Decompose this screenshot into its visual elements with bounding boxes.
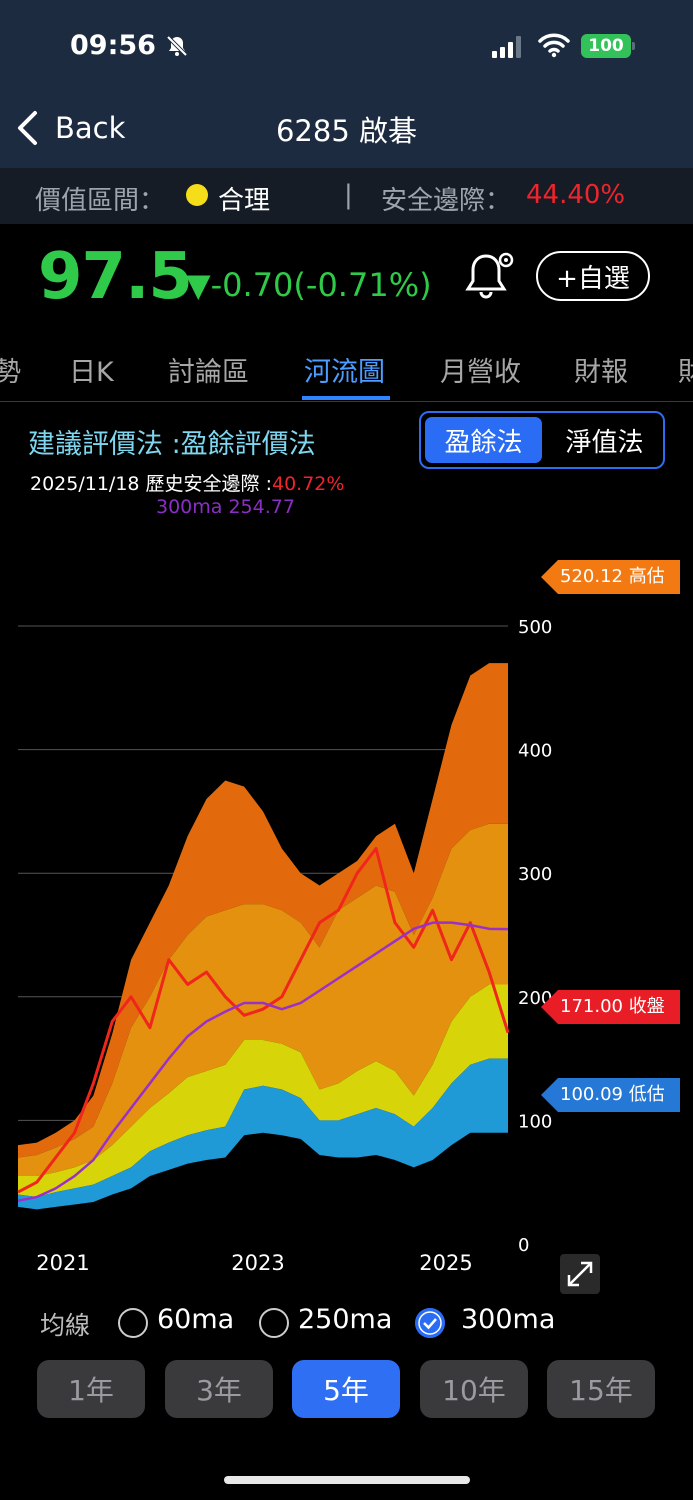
separator: | [344,180,353,210]
battery-nub [632,42,635,50]
high-estimate-tag: 520.12 高估 [541,560,680,594]
method-title: 建議評價法 :盈餘評價法 [28,429,316,460]
add-watchlist-button[interactable]: +自選 [536,251,650,301]
zone-value: 合理 [218,186,271,216]
tab-more[interactable]: 財 [678,350,693,389]
y-tick-500: 500 [518,617,552,638]
wifi-icon [538,33,570,58]
earnings-method-button[interactable]: 盈餘法 [425,417,542,463]
book-value-method-button[interactable]: 淨值法 [565,427,644,458]
history-margin-line: 2025/11/18 歷史安全邊際 :40.72% [30,469,344,496]
range-5y-button[interactable]: 5年 [292,1360,400,1418]
cell-signal-icon [492,36,521,58]
method-toggle: 盈餘法 淨值法 [419,411,665,469]
radio-60ma[interactable] [118,1308,148,1338]
bell-off-icon [166,35,188,57]
margin-value: 44.40% [526,180,626,210]
price-line [17,846,510,1194]
active-tab-indicator [302,396,390,400]
margin-label: 安全邊際： [381,186,512,216]
range-3y-button[interactable]: 3年 [165,1360,273,1418]
y-tick-0: 0 [518,1235,529,1256]
page-title: 6285 啟碁 [275,114,418,148]
y-tick-300: 300 [518,864,552,885]
price-alert-icon[interactable] [462,248,520,306]
tab-river-chart[interactable]: 河流圖 [304,357,385,388]
home-indicator [224,1476,470,1484]
expand-icon[interactable] [560,1254,600,1294]
price-change: ▼-0.70(-0.71%) [186,266,432,304]
ma-line-300 [17,921,509,1202]
history-margin-value: 40.72% [272,473,345,495]
ma-options-label: 均線 [40,1311,91,1340]
radio-60ma-label[interactable]: 60ma [157,1304,235,1335]
radio-300ma-label[interactable]: 300ma [461,1304,556,1335]
y-tick-100: 100 [518,1111,552,1132]
current-price: 97.5 [38,240,193,314]
zone-indicator-dot [186,184,208,206]
close-price-tag: 171.00 收盤 [541,990,680,1024]
x-tick-2023: 2023 [231,1251,284,1275]
tab-discussion[interactable]: 討論區 [168,357,249,388]
range-15y-button[interactable]: 15年 [547,1360,655,1418]
radio-250ma[interactable] [259,1308,289,1338]
ma-options: 均線 60ma 250ma 300ma [0,1300,693,1344]
history-margin-label: 2025/11/18 歷史安全邊際 : [30,473,272,495]
zone-label: 價值區間： [35,186,166,216]
river-band-2 [18,984,508,1198]
radio-300ma-checked-icon[interactable] [415,1308,445,1338]
valuation-bar: 價值區間： 合理 | 安全邊際： 44.40% [0,168,693,224]
tab-daily-k[interactable]: 日K [69,357,114,388]
back-button[interactable]: Back [15,108,125,148]
x-tick-2021: 2021 [36,1251,89,1275]
app-header: 09:56 100 Back 6285 啟碁 [0,0,693,168]
y-tick-400: 400 [518,741,552,762]
range-10y-button[interactable]: 10年 [420,1360,528,1418]
radio-250ma-label[interactable]: 250ma [298,1304,393,1335]
tab-bar: 勢 日K 討論區 河流圖 月營收 財報 財 [0,336,693,402]
river-band-4 [18,663,508,1158]
river-band-3 [18,823,508,1177]
battery-indicator: 100 [581,34,631,58]
tab-financials[interactable]: 財報 [574,357,628,388]
tab-trend[interactable]: 勢 [0,350,21,389]
back-label: Back [55,111,126,145]
river-band-1 [18,1058,508,1210]
low-estimate-tag: 100.09 低估 [541,1078,680,1112]
status-time: 09:56 [70,30,156,61]
tab-monthly-revenue[interactable]: 月營收 [440,357,521,388]
range-selector: 1年 3年 5年 10年 15年 [0,1360,693,1420]
ma-value: 300ma 254.77 [156,496,295,518]
range-1y-button[interactable]: 1年 [37,1360,145,1418]
chevron-left-icon [18,111,37,145]
x-tick-2025: 2025 [419,1251,472,1275]
